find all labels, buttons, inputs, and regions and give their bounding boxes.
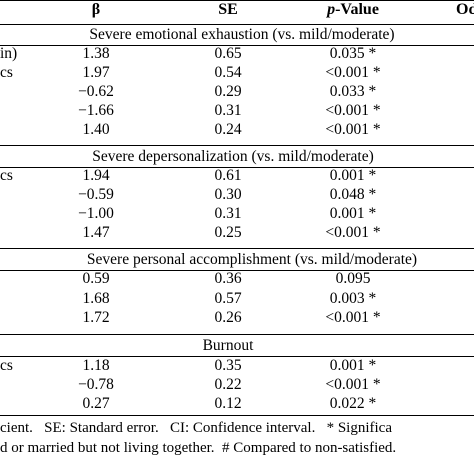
- p-cell: <0.001 *: [325, 309, 381, 326]
- se-cell: 0.35: [214, 357, 242, 374]
- se-cell: 0.31: [214, 205, 242, 222]
- header-se: SE: [218, 1, 238, 18]
- se-cell: 0.29: [214, 83, 242, 100]
- top-rule: [0, 0, 474, 1]
- p-cell: 0.048 *: [329, 186, 377, 203]
- section-title: Severe personal accomplishment (vs. mild…: [86, 251, 418, 268]
- section-title: Burnout: [202, 337, 254, 354]
- section-title: Severe depersonalization (vs. mild/moder…: [92, 148, 374, 165]
- se-cell: 0.54: [214, 64, 242, 81]
- se-cell: 0.26: [214, 309, 242, 326]
- beta-cell: −0.62: [78, 83, 114, 100]
- beta-cell: 1.72: [82, 309, 110, 326]
- p-cell: 0.001 *: [329, 205, 377, 222]
- se-cell: 0.12: [214, 395, 242, 412]
- bottom-rule: [0, 415, 474, 416]
- se-cell: 0.57: [214, 290, 242, 307]
- se-cell: 0.31: [214, 102, 242, 119]
- beta-cell: −0.78: [78, 376, 114, 393]
- row-label-fragment: in): [0, 45, 18, 62]
- beta-cell: 1.38: [82, 45, 110, 62]
- p-cell: <0.001 *: [325, 376, 381, 393]
- rule-s3-top: [0, 248, 474, 249]
- se-cell: 0.36: [214, 270, 242, 287]
- header-beta: β: [91, 1, 101, 18]
- rule-s3-title: [0, 270, 474, 271]
- beta-cell: 0.59: [82, 270, 110, 287]
- p-cell: 0.095: [335, 270, 371, 287]
- se-cell: 0.61: [214, 167, 242, 184]
- section-title: Severe emotional exhaustion (vs. mild/mo…: [89, 26, 395, 43]
- row-label-fragment: cs: [0, 357, 13, 374]
- se-cell: 0.25: [214, 224, 242, 241]
- rule-s1-top: [0, 24, 474, 25]
- rule-s2-top: [0, 145, 474, 146]
- footnote-line-1: cient. SE: Standard error. CI: Confidenc…: [0, 420, 392, 436]
- rule-s4-title: [0, 356, 474, 357]
- se-cell: 0.22: [214, 376, 242, 393]
- p-cell: 0.001 *: [329, 357, 377, 374]
- p-cell: 0.003 *: [329, 290, 377, 307]
- beta-cell: 0.27: [82, 395, 110, 412]
- p-cell: 0.035 *: [329, 45, 377, 62]
- footnote-line-2: d or married but not living together. # …: [0, 440, 400, 456]
- header-odds-partial: Od: [456, 1, 474, 18]
- p-cell: <0.001 *: [325, 102, 381, 119]
- p-cell: 0.001 *: [329, 167, 377, 184]
- p-cell: <0.001 *: [325, 64, 381, 81]
- rule-s1-title: [0, 45, 474, 46]
- header-p-value: p-Value: [327, 0, 379, 20]
- beta-cell: −0.59: [78, 186, 114, 203]
- beta-cell: 1.40: [82, 121, 110, 138]
- se-cell: 0.30: [214, 186, 242, 203]
- se-cell: 0.24: [214, 121, 242, 138]
- header-p-letter: p: [327, 1, 336, 18]
- row-label-fragment: cs: [0, 167, 13, 184]
- p-cell: <0.001 *: [325, 121, 381, 138]
- beta-cell: 1.94: [82, 167, 110, 184]
- beta-cell: 1.97: [82, 64, 110, 81]
- p-cell: 0.022 *: [329, 395, 377, 412]
- beta-cell: −1.66: [78, 102, 114, 119]
- beta-cell: −1.00: [78, 205, 114, 222]
- row-label-fragment: cs: [0, 64, 13, 81]
- se-cell: 0.65: [214, 45, 242, 62]
- beta-cell: 1.18: [82, 357, 110, 374]
- beta-cell: 1.68: [82, 290, 110, 307]
- header-p-suffix: -Value: [335, 1, 379, 18]
- beta-cell: 1.47: [82, 224, 110, 241]
- p-cell: <0.001 *: [325, 224, 381, 241]
- rule-s4-top: [0, 334, 474, 335]
- rule-s2-title: [0, 167, 474, 168]
- p-cell: 0.033 *: [329, 83, 377, 100]
